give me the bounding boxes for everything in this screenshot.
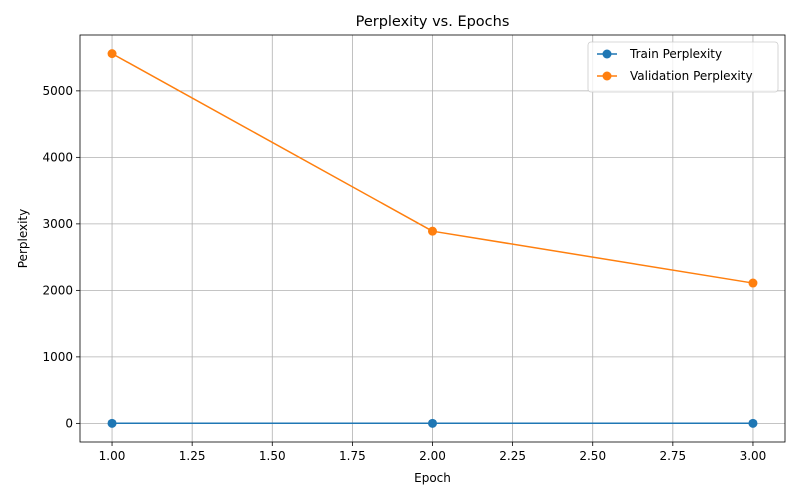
legend-validation-label: Validation Perplexity bbox=[630, 69, 753, 83]
validation-perplexity-point bbox=[428, 226, 437, 236]
chart-title: Perplexity vs. Epochs bbox=[356, 14, 510, 30]
train-perplexity-point bbox=[428, 418, 437, 428]
x-tick-label: 2.50 bbox=[579, 449, 606, 463]
x-tick-label: 2.25 bbox=[499, 449, 526, 463]
x-tick-label: 1.75 bbox=[339, 449, 366, 463]
y-tick-label: 1000 bbox=[42, 350, 73, 364]
legend-train-label: Train Perplexity bbox=[629, 47, 722, 61]
legend-train-marker bbox=[602, 49, 612, 59]
legend-validation-marker bbox=[602, 71, 612, 81]
validation-perplexity-point bbox=[748, 278, 758, 288]
series-layer bbox=[107, 49, 758, 428]
x-tick-label: 1.50 bbox=[259, 449, 286, 463]
x-tick-label: 2.00 bbox=[419, 449, 446, 463]
legend: Train Perplexity Validation Perplexity bbox=[587, 41, 779, 93]
train-perplexity-point bbox=[107, 418, 117, 428]
y-tick-label: 2000 bbox=[42, 283, 73, 297]
legend-frame bbox=[587, 41, 779, 93]
y-tick-label: 5000 bbox=[42, 84, 73, 98]
validation-perplexity-point bbox=[107, 49, 117, 59]
x-tick-label: 1.00 bbox=[99, 449, 126, 463]
y-tick-label: 0 bbox=[65, 416, 73, 430]
y-tick-label: 3000 bbox=[42, 217, 73, 231]
x-tick-label: 2.75 bbox=[659, 449, 686, 463]
x-axis-label: Epoch bbox=[414, 471, 451, 485]
y-axis-label: Perplexity bbox=[16, 209, 30, 269]
train-perplexity-point bbox=[748, 418, 758, 428]
y-tick-label: 4000 bbox=[42, 150, 73, 164]
x-tick-label: 3.00 bbox=[740, 449, 767, 463]
x-tick-label: 1.25 bbox=[179, 449, 206, 463]
axis-ticks: 1.00 1.25 1.50 1.75 2.00 2.25 2.50 2.75 3.00 0 100… bbox=[42, 84, 766, 463]
